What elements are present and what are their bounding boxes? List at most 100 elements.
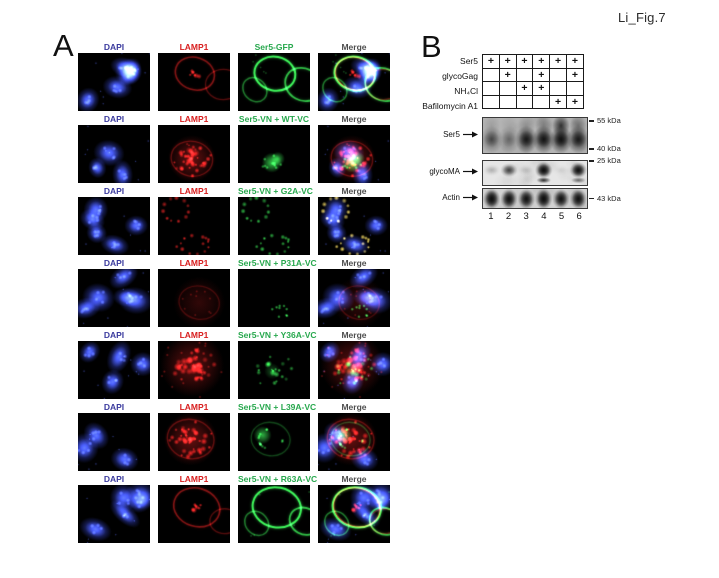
condition-cell: + xyxy=(565,54,584,69)
micrograph-merge xyxy=(318,197,390,255)
micrograph-strip xyxy=(78,413,390,471)
condition-cell: + xyxy=(532,67,551,82)
micrograph-dapi xyxy=(78,341,150,399)
blot-name-label: Actin xyxy=(410,193,478,202)
panel-a-label: A xyxy=(53,28,74,63)
panel-b-label: B xyxy=(421,29,442,64)
channel-header-label: Ser5-VN + L39A-VC xyxy=(238,401,317,412)
condition-label: glycoGag xyxy=(442,71,478,81)
marker-text: 55 kDa xyxy=(597,116,621,125)
condition-cell: + xyxy=(498,67,517,82)
condition-cell: + xyxy=(532,54,551,69)
mw-marker: 43 kDa xyxy=(589,194,621,203)
condition-cell xyxy=(565,81,584,96)
channel-header-label: Merge xyxy=(341,401,367,412)
micrograph-green xyxy=(238,53,310,111)
condition-cell xyxy=(515,94,534,109)
blot-image xyxy=(482,188,588,209)
microscopy-row: DAPI LAMP1 Ser5-VN + Y36A-VC Merge xyxy=(78,328,390,400)
blot-name-text: glycoMA xyxy=(429,167,460,176)
channel-headers: DAPI LAMP1 Ser5-VN + Y36A-VC Merge xyxy=(78,328,390,341)
micrograph-strip xyxy=(78,341,390,399)
channel-header-label: Merge xyxy=(341,329,367,340)
micrograph-green xyxy=(238,341,310,399)
micrograph-merge xyxy=(318,53,390,111)
micrograph-green xyxy=(238,269,310,327)
channel-header-label: DAPI xyxy=(103,41,125,52)
micrograph-green xyxy=(238,125,310,183)
lane-number: 4 xyxy=(541,211,547,222)
channel-headers: DAPI LAMP1 Ser5-VN + G2A-VC Merge xyxy=(78,184,390,197)
condition-cell: + xyxy=(565,67,584,82)
microscopy-row: DAPI LAMP1 Ser5-VN + G2A-VC Merge xyxy=(78,184,390,256)
marker-text: 43 kDa xyxy=(597,193,621,203)
channel-header-label: LAMP1 xyxy=(179,473,209,484)
micrograph-strip xyxy=(78,53,390,111)
condition-cell xyxy=(549,81,567,96)
channel-headers: DAPI LAMP1 Ser5-VN + WT-VC Merge xyxy=(78,112,390,125)
micrograph-green xyxy=(238,485,310,543)
condition-cell xyxy=(482,94,500,109)
condition-label: Bafilomycin A1 xyxy=(422,101,478,111)
channel-header-label: DAPI xyxy=(103,473,125,484)
micrograph-merge xyxy=(318,341,390,399)
figure-title: Li_Fig.7 xyxy=(618,10,666,25)
microscopy-row: DAPI LAMP1 Ser5-VN + WT-VC Merge xyxy=(78,112,390,184)
channel-header-label: LAMP1 xyxy=(179,257,209,268)
micrograph-strip xyxy=(78,125,390,183)
condition-cell: + xyxy=(515,54,534,69)
micrograph-merge xyxy=(318,485,390,543)
channel-header-label: Merge xyxy=(341,41,367,52)
channel-headers: DAPI LAMP1 Ser5-VN + L39A-VC Merge xyxy=(78,400,390,413)
channel-header-label: Merge xyxy=(341,113,367,124)
channel-header-label: Merge xyxy=(341,473,367,484)
channel-header-label: LAMP1 xyxy=(179,401,209,412)
blot-image xyxy=(482,160,588,186)
microscopy-grid: DAPI LAMP1 Ser5-GFP Merge DAPI LAMP1 Ser5-VN +… xyxy=(78,40,390,544)
micrograph-dapi xyxy=(78,197,150,255)
micrograph-merge xyxy=(318,125,390,183)
marker-tick xyxy=(589,120,594,122)
micrograph-dapi xyxy=(78,53,150,111)
condition-cell xyxy=(549,67,567,82)
channel-headers: DAPI LAMP1 Ser5-GFP Merge xyxy=(78,40,390,53)
channel-headers: DAPI LAMP1 Ser5-VN + P31A-VC Merge xyxy=(78,256,390,269)
channel-header-label: Ser5-VN + R63A-VC xyxy=(238,473,318,484)
micrograph-green xyxy=(238,197,310,255)
condition-cell: + xyxy=(565,94,584,109)
microscopy-row: DAPI LAMP1 Ser5-VN + P31A-VC Merge xyxy=(78,256,390,328)
lane-number: 2 xyxy=(505,211,512,222)
condition-cell xyxy=(498,94,517,109)
channel-header-label: DAPI xyxy=(103,329,125,340)
micrograph-green xyxy=(238,413,310,471)
microscopy-row: DAPI LAMP1 Ser5-VN + R63A-VC Merge xyxy=(78,472,390,544)
condition-row: + + + + + + xyxy=(482,54,584,69)
mw-marker: 55 kDa xyxy=(589,116,621,125)
micrograph-dapi xyxy=(78,413,150,471)
micrograph-merge xyxy=(318,413,390,471)
condition-cell xyxy=(532,94,551,109)
condition-cell xyxy=(482,67,500,82)
channel-header-label: LAMP1 xyxy=(179,113,209,124)
micrograph-merge xyxy=(318,269,390,327)
condition-cell: + xyxy=(549,54,567,69)
micrograph-red xyxy=(158,125,230,183)
channel-header-label: Ser5-VN + WT-VC xyxy=(238,113,310,124)
micrograph-red xyxy=(158,413,230,471)
marker-tick xyxy=(589,148,594,150)
micrograph-dapi xyxy=(78,269,150,327)
microscopy-row: DAPI LAMP1 Ser5-VN + L39A-VC Merge xyxy=(78,400,390,472)
blot-name-label: Ser5 xyxy=(410,130,478,139)
mw-marker: 25 kDa xyxy=(589,156,621,165)
condition-row: + + + xyxy=(482,67,584,82)
marker-tick xyxy=(589,160,594,162)
channel-header-label: LAMP1 xyxy=(179,329,209,340)
micrograph-red xyxy=(158,53,230,111)
mw-marker: 40 kDa xyxy=(589,144,621,153)
micrograph-strip xyxy=(78,197,390,255)
channel-header-label: Merge xyxy=(341,257,367,268)
channel-headers: DAPI LAMP1 Ser5-VN + R63A-VC Merge xyxy=(78,472,390,485)
blot-name-text: Actin xyxy=(442,192,460,202)
